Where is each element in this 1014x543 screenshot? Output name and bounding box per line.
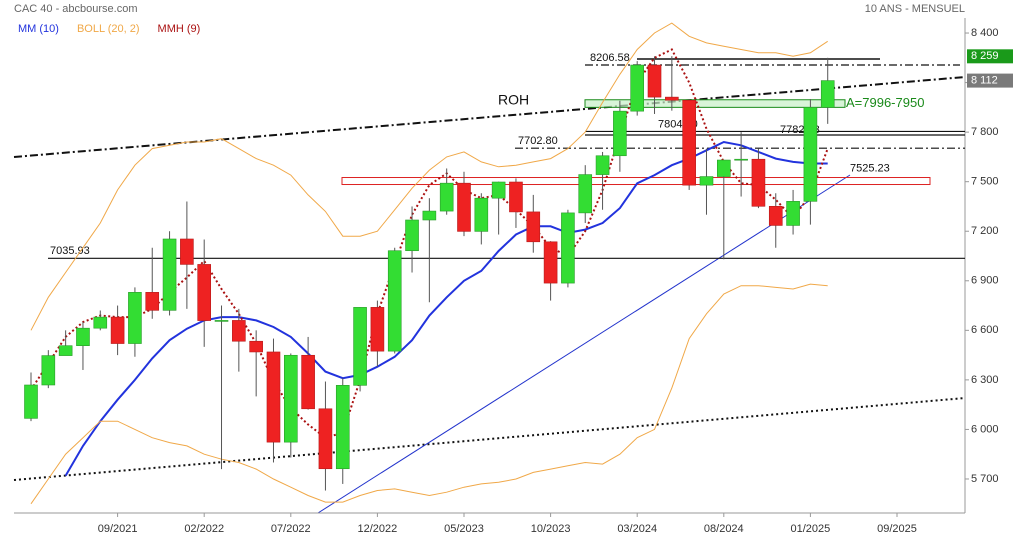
candle-body — [439, 182, 454, 212]
candle-body — [197, 264, 211, 321]
candle-body — [41, 355, 56, 386]
legend-entry: BOLL (20, 2) — [77, 23, 140, 35]
x-tick-label: 05/2023 — [444, 523, 484, 535]
x-tick-label: 08/2024 — [704, 523, 744, 535]
x-tick-label: 01/2025 — [791, 523, 831, 535]
candle-body — [318, 408, 333, 470]
y-tick-label: 7 200 — [971, 225, 999, 237]
annotation: ROH — [498, 92, 529, 108]
y-tick-label: 6 000 — [971, 423, 999, 435]
level-label: 7804.30 — [658, 118, 698, 130]
price-tag — [967, 73, 1013, 88]
candle-body — [491, 181, 506, 199]
zone-label: A=7996-7950 — [846, 95, 924, 110]
trend-line — [13, 76, 966, 158]
candle-body — [820, 80, 835, 108]
x-tick-label: 12/2022 — [358, 523, 398, 535]
level-label: 7702.80 — [518, 135, 558, 147]
candle-body — [370, 307, 385, 352]
candle-body — [543, 241, 558, 284]
legend-entry: MM (10) — [18, 23, 59, 35]
candle-body — [266, 351, 281, 443]
level-label: 8206.58 — [590, 52, 630, 64]
candle-body — [387, 250, 402, 352]
x-tick-label: 10/2023 — [531, 523, 571, 535]
y-tick-label: 7 800 — [971, 126, 999, 138]
x-tick-label: 09/2025 — [877, 523, 917, 535]
candle-body — [24, 384, 38, 419]
candle-body — [682, 99, 696, 186]
candle-body — [803, 107, 818, 202]
candle-body — [613, 110, 627, 157]
ma-line — [64, 140, 828, 477]
candle-body — [422, 210, 437, 221]
y-tick-label: 5 700 — [971, 473, 999, 485]
candle-body — [595, 155, 610, 175]
y-tick-label: 8 400 — [971, 27, 999, 39]
candle-body — [283, 354, 298, 443]
y-tick-label: 6 900 — [971, 275, 999, 287]
bollinger-lower — [30, 283, 828, 505]
candle-body — [716, 159, 731, 177]
legend-entry: MMH (9) — [158, 23, 201, 35]
candle-body — [110, 316, 125, 344]
candle-body — [301, 354, 315, 410]
chart-title: CAC 40 - abcbourse.com — [14, 3, 138, 15]
candle-body — [145, 292, 160, 311]
plot-area — [13, 58, 966, 514]
y-tick-label: 6 300 — [971, 374, 999, 386]
x-tick-label: 02/2022 — [184, 523, 224, 535]
candle-body — [630, 64, 645, 112]
candle-body — [734, 158, 748, 161]
price-tag-label: 8 259 — [971, 50, 999, 62]
candle-body — [93, 316, 108, 329]
candle-body — [647, 64, 662, 98]
candle-body — [128, 292, 142, 344]
candle-body — [699, 176, 714, 186]
candle-body — [526, 211, 541, 243]
mmh-line — [30, 48, 829, 439]
chart-subtitle: 10 ANS - MENSUEL — [865, 3, 965, 15]
candle-body — [768, 205, 783, 226]
x-tick-label: 09/2021 — [98, 523, 138, 535]
trend-line — [13, 397, 966, 481]
candle-body — [353, 307, 367, 386]
x-tick-label: 07/2022 — [271, 523, 311, 535]
candle-body — [58, 345, 73, 356]
level-label: 7035.93 — [50, 245, 90, 257]
y-tick-label: 6 600 — [971, 324, 999, 336]
price-tag — [967, 49, 1013, 64]
candle-body — [751, 158, 766, 207]
candle-body — [578, 174, 593, 214]
zone — [584, 99, 846, 108]
candle-body — [249, 340, 263, 353]
candle-body — [162, 238, 177, 311]
candle-body — [180, 238, 194, 265]
trend-line — [317, 174, 851, 514]
candle-body — [786, 201, 800, 226]
candle-body — [76, 327, 90, 346]
level-label: 7525.23 — [850, 162, 890, 174]
x-tick-label: 03/2024 — [617, 523, 657, 535]
candle-body — [457, 182, 471, 232]
candle-body — [214, 320, 229, 322]
candle-body — [405, 219, 419, 252]
price-tag-label: 8 112 — [971, 75, 998, 87]
candle-body — [509, 181, 523, 213]
bollinger-upper — [30, 22, 828, 331]
candle-body — [232, 320, 246, 342]
y-tick-label: 7 500 — [971, 176, 999, 188]
candle-body — [561, 212, 575, 284]
candle-body — [474, 197, 489, 232]
candle-body — [335, 385, 350, 470]
candle-body — [665, 96, 679, 101]
